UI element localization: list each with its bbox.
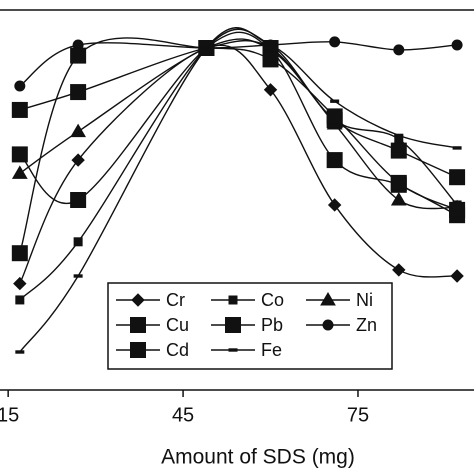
legend-label: Cu xyxy=(166,315,189,335)
marker-square xyxy=(390,142,407,159)
marker-triangle xyxy=(390,192,407,206)
legend-label: Pb xyxy=(261,315,283,335)
marker-dash xyxy=(266,43,276,47)
marker-square xyxy=(73,237,83,247)
plot-area xyxy=(11,27,466,354)
legend-label: Cr xyxy=(166,290,185,310)
x-axis-title: Amount of SDS (mg) xyxy=(161,446,355,469)
marker-diamond xyxy=(327,198,342,212)
marker-square xyxy=(130,317,146,333)
legend-label: Zn xyxy=(356,315,377,335)
marker-square xyxy=(70,47,87,64)
marker-square xyxy=(70,84,87,101)
legend-box xyxy=(107,282,393,370)
series-line xyxy=(19,44,458,284)
marker-square xyxy=(449,201,466,218)
marker-square xyxy=(326,108,343,125)
marker-triangle xyxy=(320,292,336,306)
marker-dash xyxy=(452,146,462,150)
marker-square xyxy=(326,152,343,169)
marker-square xyxy=(225,317,241,333)
marker-square xyxy=(11,245,28,262)
marker-dash xyxy=(228,348,238,352)
marker-diamond xyxy=(71,153,85,167)
marker-circle xyxy=(451,39,463,51)
marker-square xyxy=(228,295,238,305)
marker-diamond xyxy=(13,276,27,291)
x-tick-label: 75 xyxy=(347,404,369,426)
marker-triangle xyxy=(11,165,28,179)
marker-circle xyxy=(393,44,405,56)
marker-diamond xyxy=(392,263,406,277)
marker-diamond xyxy=(263,83,278,97)
x-tick-label: 45 xyxy=(172,404,194,426)
legend-label: Ni xyxy=(356,290,373,310)
legend-label: Cd xyxy=(166,340,189,360)
marker-diamond xyxy=(131,293,145,307)
x-tick-label: 15 xyxy=(0,404,19,426)
marker-dash xyxy=(73,274,83,278)
marker-circle xyxy=(329,36,341,48)
marker-square xyxy=(11,146,28,163)
marker-square xyxy=(130,342,146,358)
legend: Cr Co Ni Cu Pb Zn Cd Fe xyxy=(116,290,377,360)
marker-square xyxy=(449,169,466,186)
marker-square xyxy=(15,295,25,305)
marker-dash xyxy=(330,99,340,103)
marker-square xyxy=(390,174,407,191)
marker-dash xyxy=(201,46,211,50)
marker-triangle xyxy=(70,123,86,138)
marker-circle xyxy=(14,80,26,92)
series-line xyxy=(19,28,458,301)
marker-square xyxy=(11,101,28,118)
marker-circle xyxy=(322,319,334,331)
marker-dash xyxy=(15,350,25,354)
marker-square xyxy=(70,192,87,208)
marker-diamond xyxy=(450,269,464,283)
marker-dash xyxy=(394,133,404,138)
legend-label: Co xyxy=(261,290,284,310)
marker-square xyxy=(262,51,279,68)
legend-label: Fe xyxy=(261,340,282,360)
